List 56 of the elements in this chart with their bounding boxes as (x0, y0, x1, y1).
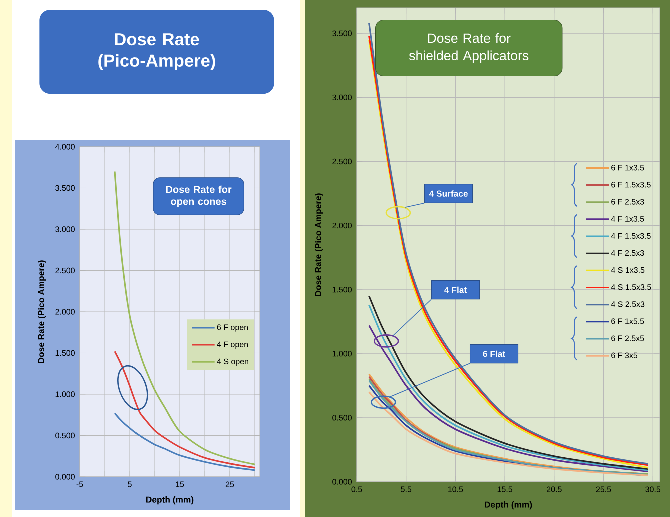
y-tick-label: 0.500 (332, 415, 352, 421)
legend-label: 6 F 2.5x5 (612, 336, 644, 342)
annotation: 4 Flat (444, 286, 467, 294)
x-tick-label: 10.5 (448, 486, 464, 492)
y-tick-label: 3.500 (332, 30, 352, 36)
legend-label: 4 F 1.5x3.5 (611, 233, 651, 239)
line-series (114, 170, 256, 466)
y-tick-label: 1.500 (332, 287, 352, 293)
legend-label: 6 F open (217, 324, 248, 332)
x-tick-label: 5.5 (401, 486, 412, 492)
legend-label: 6 F 2.5x3 (612, 199, 644, 205)
y-tick-label: 2.000 (56, 309, 75, 315)
x-axis-title: Depth (mm) (485, 502, 532, 510)
y-tick-label: 3.000 (56, 226, 75, 232)
annotation: 6 Flat (483, 350, 506, 358)
x-tick-label: 20.5 (547, 486, 562, 492)
legend-label: 4 F 2.5x3 (611, 250, 644, 256)
annotation: 4 Surface (429, 190, 468, 197)
legend-label: 4 S 1x3.5 (611, 267, 645, 274)
legend-label: 6 F 1x3.5 (612, 165, 644, 171)
x-tick-label: 15 (176, 482, 184, 488)
y-tick-label: 1.500 (56, 350, 75, 356)
y-tick-label: 1.000 (332, 351, 352, 357)
legend-label: 6 F 3x5 (612, 352, 638, 358)
y-tick-label: 0.000 (332, 479, 352, 485)
x-axis-title: Depth (mm) (146, 496, 194, 505)
y-tick-label: 3.500 (56, 185, 75, 192)
x-tick-label: 5 (128, 482, 132, 488)
x-tick-label: -5 (76, 482, 84, 488)
x-tick-label: 30.5 (646, 486, 661, 492)
y-tick-label: 2.500 (56, 268, 75, 274)
y-axis-title: Dose Rate (Pico Ampere) (38, 260, 46, 364)
y-tick-label: 2.000 (332, 222, 352, 229)
y-tick-label: 0.000 (56, 474, 75, 480)
legend-label: 4 F open (217, 342, 248, 349)
line-series (114, 412, 256, 472)
legend-label: 4 S open (217, 358, 248, 366)
x-tick-label: 25 (226, 482, 234, 488)
text: Dose Rate for shielded Applicators (409, 33, 529, 64)
legend-label: 6 F 1x5.5 (612, 318, 644, 324)
y-tick-label: 4.000 (55, 144, 75, 150)
line-series (114, 350, 256, 469)
annotation: Dose Rate for open cones (166, 186, 232, 208)
legend-label: 4 S 1.5x3.5 (611, 284, 652, 290)
y-axis-title: Dose Rate (Pico Ampere) (315, 194, 324, 296)
legend-label: 4 S 2.5x3 (611, 302, 645, 308)
y-tick-label: 0.500 (56, 432, 75, 439)
y-tick-label: 3.000 (332, 94, 352, 101)
legend-label: 6 F 1.5x3.5 (612, 182, 651, 188)
x-tick-label: 25.5 (596, 486, 612, 492)
x-tick-label: 0.5 (352, 486, 362, 492)
legend-label: 4 F 1x3.5 (611, 216, 644, 222)
y-tick-label: 1.000 (56, 392, 75, 398)
chart-title: Dose Rate (Pico-Ampere) (98, 34, 216, 70)
y-tick-label: 2.500 (332, 158, 352, 165)
x-tick-label: 15.5 (498, 486, 513, 492)
